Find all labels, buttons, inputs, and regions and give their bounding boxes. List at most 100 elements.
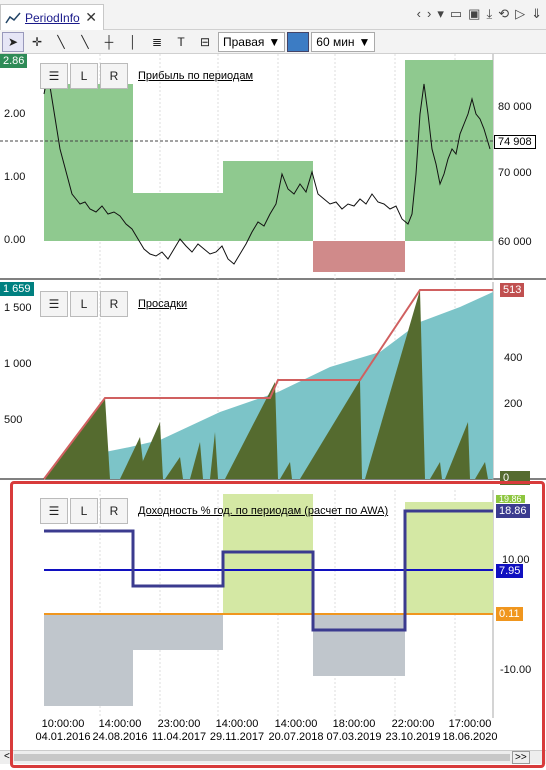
right-tick: 200 bbox=[504, 398, 523, 410]
x-tick-time: 18:00:00 bbox=[332, 718, 376, 730]
right-axis-button[interactable]: R bbox=[100, 63, 128, 89]
x-tick: 22:00:00 23.10.2019 bbox=[381, 718, 445, 744]
profit-chart bbox=[0, 54, 546, 280]
chevron-down-icon: ▼ bbox=[358, 34, 371, 49]
yield-legend: ☰ L R Доходность % год. по периодам (рас… bbox=[40, 497, 388, 525]
yield-neg-area bbox=[313, 614, 405, 676]
x-tick-time: 14:00:00 bbox=[215, 718, 259, 730]
profit-bar bbox=[133, 193, 223, 241]
label-icon[interactable]: ⊟ bbox=[199, 34, 211, 49]
yield-pos-area bbox=[223, 494, 313, 614]
yield-pane[interactable]: ☰ L R Доходность % год. по периодам (рас… bbox=[0, 490, 546, 718]
list-icon[interactable]: ☰ bbox=[40, 498, 68, 524]
crosshair-icon[interactable]: ✛ bbox=[31, 34, 43, 49]
x-tick: 14:00:00 24.08.2016 bbox=[88, 718, 152, 744]
drawdown-chart bbox=[0, 282, 546, 480]
profit-pane[interactable]: ☰ L R Прибыль по периодам 2.86 2.00 1.00… bbox=[0, 54, 546, 280]
x-tick: 14:00:00 29.11.2017 bbox=[205, 718, 269, 744]
play-icon[interactable]: ▷ bbox=[515, 6, 526, 21]
x-tick-time: 22:00:00 bbox=[391, 718, 435, 730]
fibonacci-icon[interactable]: ≣ bbox=[151, 34, 163, 49]
download-icon[interactable]: ⤓ bbox=[486, 6, 493, 21]
x-tick-time: 14:00:00 bbox=[274, 718, 318, 730]
right-axis-button[interactable]: R bbox=[100, 291, 128, 317]
link-icon[interactable]: ⟲ bbox=[498, 6, 510, 21]
axis-select[interactable]: Правая ▼ bbox=[218, 31, 286, 52]
drawdown-legend: ☰ L R Просадки bbox=[40, 290, 187, 318]
yield-neg-area bbox=[44, 614, 133, 706]
list-icon[interactable]: ☰ bbox=[40, 291, 68, 317]
yield-neg-area bbox=[133, 614, 223, 650]
right-tick: 80 000 bbox=[498, 101, 532, 113]
yield-pos-area bbox=[405, 502, 493, 614]
left-tick: 1 500 bbox=[4, 302, 32, 314]
profit-bar bbox=[405, 60, 493, 241]
right-cut-badge: 19.86 bbox=[496, 495, 525, 503]
x-tick: 23:00:00 11.04.2017 bbox=[147, 718, 211, 744]
x-tick-date: 29.11.2017 bbox=[209, 731, 265, 743]
x-tick: 14:00:00 20.07.2018 bbox=[264, 718, 328, 744]
horizontal-scrollbar[interactable]: < >> bbox=[0, 750, 546, 764]
x-tick-date: 04.01.2016 bbox=[35, 731, 91, 743]
vertical-line-icon[interactable]: │ bbox=[129, 34, 137, 49]
x-tick-time: 14:00:00 bbox=[98, 718, 142, 730]
right-axis-button[interactable]: R bbox=[100, 498, 128, 524]
step-down-icon[interactable]: ⇓ bbox=[531, 6, 542, 21]
left-axis-button[interactable]: L bbox=[70, 498, 98, 524]
left-axis-button[interactable]: L bbox=[70, 63, 98, 89]
x-tick: 18:00:00 07.03.2019 bbox=[322, 718, 386, 744]
interval-select[interactable]: 60 мин ▼ bbox=[311, 31, 376, 52]
right-zero-badge: 0 bbox=[500, 471, 530, 485]
scroll-left-icon[interactable]: ‹ bbox=[416, 6, 421, 21]
left-tick: 1.00 bbox=[4, 171, 26, 183]
text-icon[interactable]: T bbox=[177, 34, 185, 49]
max-drawdown-line bbox=[43, 289, 493, 480]
pane-title[interactable]: Просадки bbox=[138, 298, 188, 310]
drawdown-spikes bbox=[44, 290, 488, 479]
right-tick: 10.00 bbox=[502, 554, 530, 566]
equity-curve bbox=[43, 73, 491, 265]
scroll-right-icon[interactable]: › bbox=[426, 6, 432, 21]
x-tick-time: 17:00:00 bbox=[448, 718, 492, 730]
x-tick: 17:00:00 18.06.2020 bbox=[438, 718, 502, 744]
profit-legend: ☰ L R Прибыль по периодам bbox=[40, 62, 253, 90]
folder-icon[interactable]: ▭ bbox=[449, 6, 463, 21]
pane-title[interactable]: Доходность % год. по периодам (расчет по… bbox=[138, 505, 389, 517]
scroll-right-button[interactable]: >> bbox=[512, 751, 530, 764]
color-picker[interactable] bbox=[287, 31, 310, 52]
yield-line bbox=[44, 509, 493, 632]
right-tick: 70 000 bbox=[498, 167, 532, 179]
right-max-badge: 513 bbox=[500, 283, 525, 297]
right-value-badge: 74 908 bbox=[494, 135, 536, 149]
x-tick-date: 23.10.2019 bbox=[385, 731, 441, 743]
drawdown-pane[interactable]: ☰ L R Просадки 1 659 1 500 1 000 500 400… bbox=[0, 282, 546, 485]
cursor-icon[interactable]: ➤ bbox=[2, 31, 24, 52]
save-icon[interactable]: ▣ bbox=[468, 6, 481, 21]
axis-select-value: Правая bbox=[223, 34, 265, 49]
right-tick: -10.00 bbox=[500, 664, 532, 676]
chevron-down-icon: ▼ bbox=[268, 34, 281, 49]
left-tick: 500 bbox=[4, 414, 23, 426]
yield-chart bbox=[44, 490, 494, 718]
line-icon[interactable]: ╲ bbox=[57, 34, 65, 49]
pane-title[interactable]: Прибыль по периодам bbox=[138, 70, 254, 82]
x-tick: 10:00:00 04.01.2016 bbox=[31, 718, 95, 744]
interval-select-value: 60 мин bbox=[316, 34, 355, 49]
left-tick: 1 000 bbox=[4, 358, 32, 370]
scroll-thumb[interactable] bbox=[14, 754, 510, 761]
ray-icon[interactable]: ╲ bbox=[81, 34, 89, 49]
profit-bar bbox=[223, 161, 313, 241]
time-axis: 10:00:00 04.01.2016 14:00:00 24.08.2016 23… bbox=[0, 718, 546, 750]
right-avg-badge: 7.95 bbox=[496, 564, 524, 578]
loss-bar bbox=[313, 241, 405, 272]
list-icon[interactable]: ☰ bbox=[40, 63, 68, 89]
menu-down-icon[interactable]: ▾ bbox=[437, 6, 444, 21]
scroll-left-button[interactable]: < bbox=[4, 751, 10, 762]
left-axis-button[interactable]: L bbox=[70, 291, 98, 317]
close-icon[interactable]: ✕ bbox=[85, 9, 97, 25]
horizontal-line-icon[interactable]: ┼ bbox=[104, 34, 114, 49]
window-titlebar: PeriodInfo ✕ ‹ › ▾ ▭ ▣ ⤓ ⟲ ▷ ⇓ bbox=[0, 0, 546, 30]
profit-bar bbox=[44, 84, 133, 241]
tab-periodinfo[interactable]: PeriodInfo ✕ bbox=[0, 4, 104, 30]
x-tick-date: 18.06.2020 bbox=[442, 731, 498, 743]
